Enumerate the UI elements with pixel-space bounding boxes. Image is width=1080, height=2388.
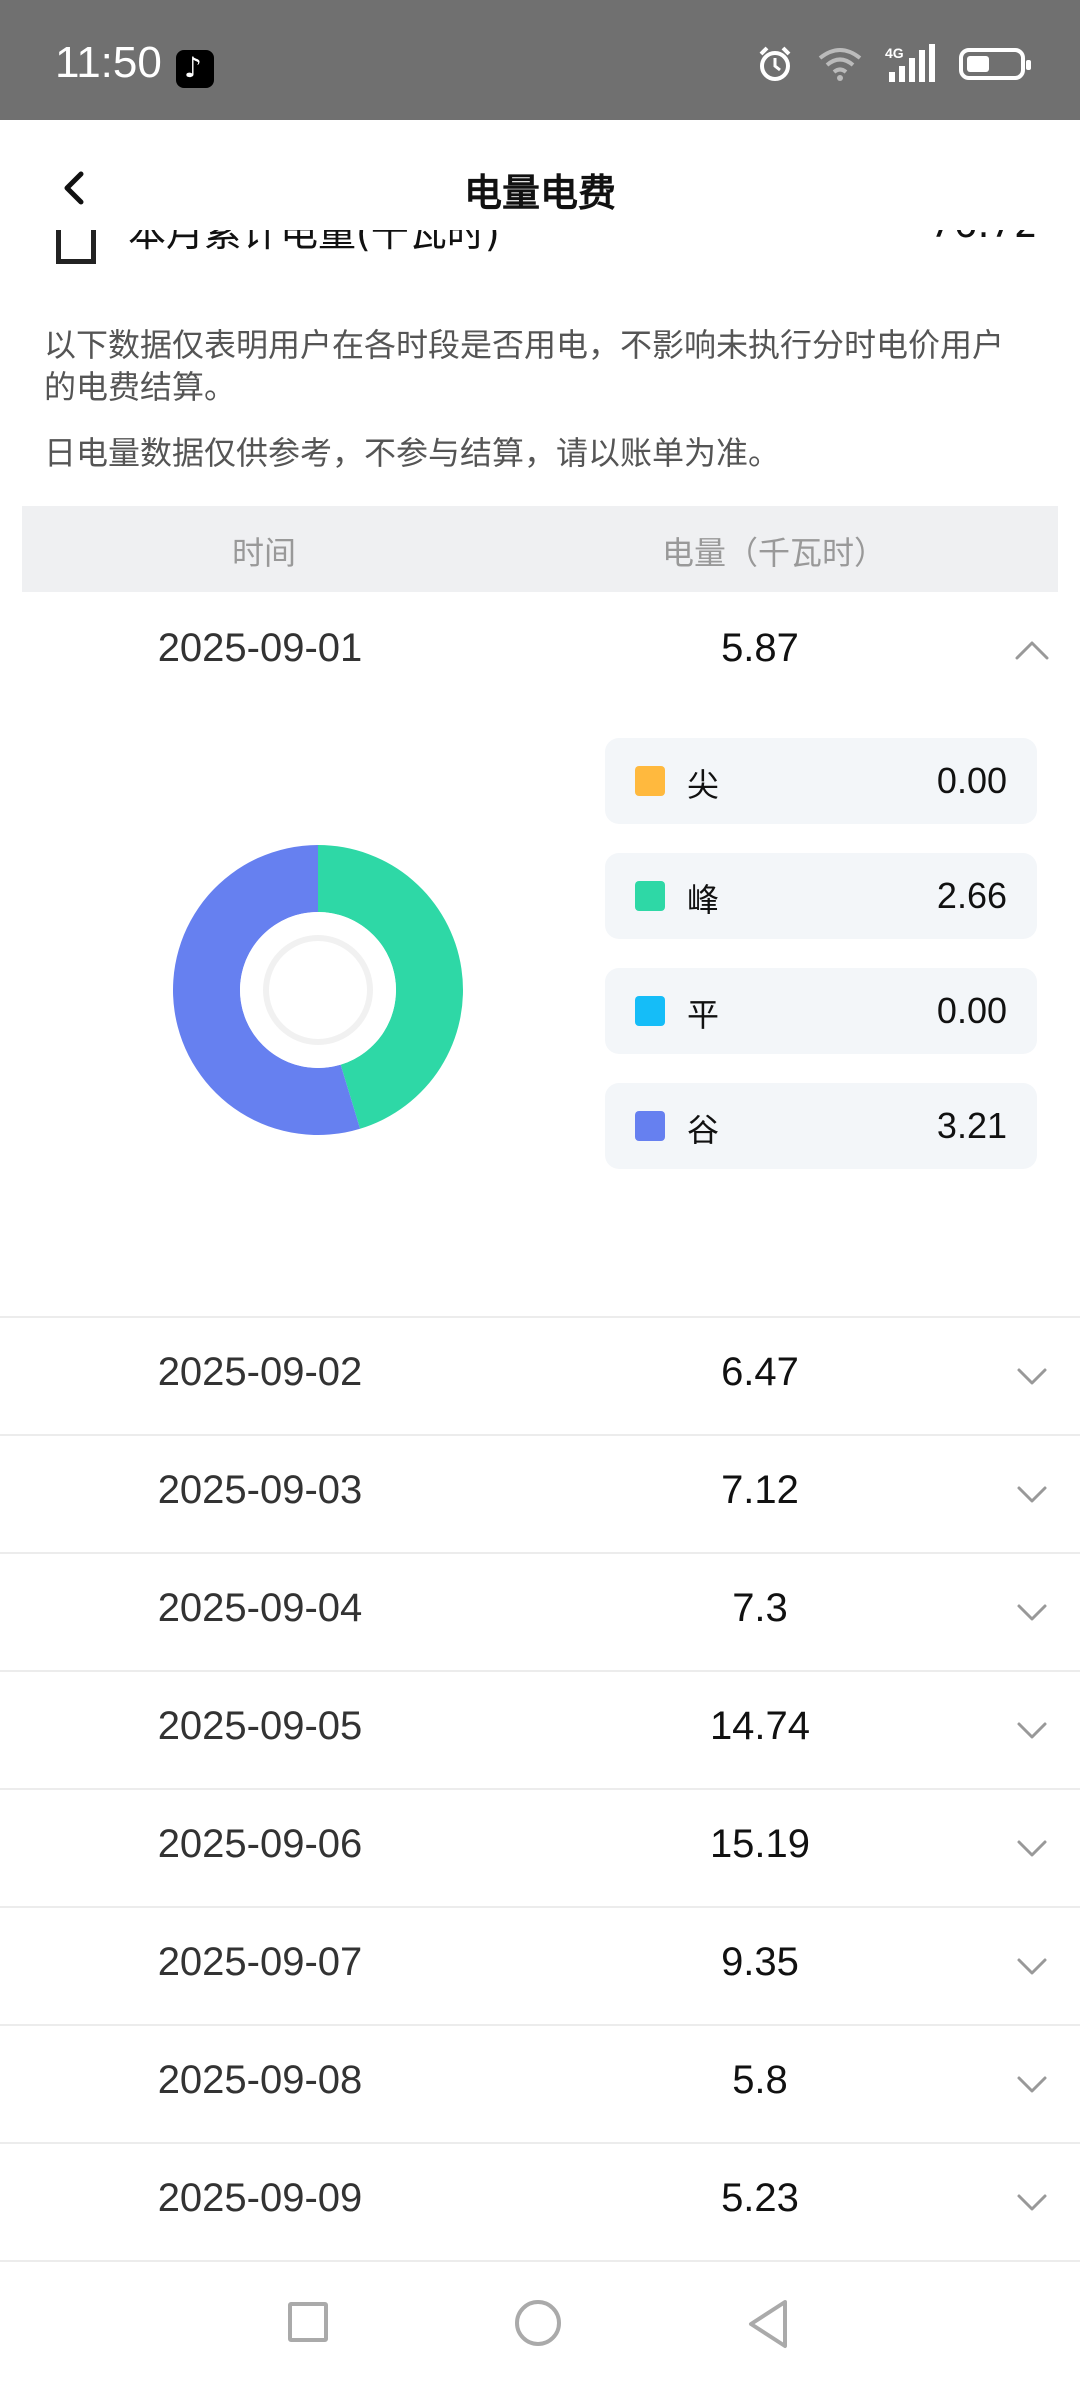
- signal-4g-icon: 4G: [885, 44, 935, 82]
- column-header-time: 时间: [231, 534, 296, 572]
- row-value: 9.35: [721, 1940, 799, 1984]
- row-date: 2025-09-02: [157, 1350, 363, 1394]
- table-row[interactable]: 2025-09-03 7.12: [0, 1434, 1080, 1554]
- legend-label: 平: [687, 996, 720, 1034]
- legend-item-gu: 谷 3.21: [605, 1083, 1037, 1169]
- legend-item-ping: 平 0.00: [605, 968, 1037, 1054]
- table-row[interactable]: 2025-09-05 14.74: [0, 1670, 1080, 1790]
- column-header-amount: 电量（千瓦时）: [661, 534, 886, 572]
- legend-label: 谷: [687, 1111, 720, 1149]
- row-date: 2025-09-06: [157, 1822, 363, 1866]
- chevron-down-icon[interactable]: [1014, 1594, 1050, 1630]
- row-value: 7.3: [732, 1586, 788, 1630]
- row-date: 2025-09-09: [157, 2176, 363, 2220]
- chevron-down-icon[interactable]: [1014, 1830, 1050, 1866]
- monthly-value: 76.72: [929, 230, 1038, 246]
- app-header: 电量电费: [0, 120, 1080, 258]
- chevron-down-icon[interactable]: [1014, 2184, 1050, 2220]
- legend-swatch: [635, 996, 665, 1026]
- monthly-label: 本月累计电量(千瓦时): [128, 230, 500, 255]
- nav-back-icon[interactable]: [745, 2298, 791, 2350]
- status-time: 11:50: [55, 38, 162, 87]
- legend-label: 峰: [687, 881, 720, 919]
- back-arrow-icon[interactable]: [55, 168, 95, 208]
- row-date: 2025-09-05: [157, 1704, 363, 1748]
- row-value: 14.74: [709, 1704, 811, 1748]
- svg-text:4G: 4G: [885, 45, 904, 61]
- legend-swatch: [635, 881, 665, 911]
- legend-swatch: [635, 1111, 665, 1141]
- legend-value: 0.00: [936, 760, 1007, 801]
- row-value: 5.8: [732, 2058, 788, 2102]
- table-row[interactable]: 2025-09-08 5.8: [0, 2024, 1080, 2144]
- row-date: 2025-09-08: [157, 2058, 363, 2102]
- home-icon[interactable]: [515, 2300, 561, 2346]
- donut-center: [263, 935, 373, 1045]
- legend-swatch: [635, 766, 665, 796]
- donut-slice-1: [318, 845, 463, 1129]
- tiktok-notification-icon: [176, 50, 214, 88]
- legend-value: 3.21: [936, 1105, 1007, 1146]
- status-icons: 4G: [755, 44, 1031, 84]
- legend-value: 2.66: [936, 875, 1007, 916]
- battery-icon: [959, 48, 1031, 80]
- row-date: 2025-09-01: [157, 626, 363, 670]
- meter-icon: [56, 230, 96, 264]
- usage-donut-chart: [173, 845, 463, 1135]
- system-nav-bar: [0, 2262, 1080, 2388]
- chevron-down-icon[interactable]: [1014, 1948, 1050, 1984]
- legend-value: 0.00: [936, 990, 1007, 1031]
- row-value: 7.12: [721, 1468, 799, 1512]
- donut-slice-3: [173, 845, 361, 1135]
- row-date: 2025-09-07: [157, 1940, 363, 1984]
- table-row[interactable]: 2025-09-04 7.3: [0, 1552, 1080, 1672]
- legend-label: 尖: [687, 766, 720, 804]
- row-value: 5.87: [721, 626, 799, 670]
- legend-item-jian: 尖 0.00: [605, 738, 1037, 824]
- row-value: 6.47: [721, 1350, 799, 1394]
- notice-text-2: 日电量数据仅供参考，不参与结算，请以账单为准。: [44, 434, 781, 472]
- chevron-down-icon[interactable]: [1014, 2066, 1050, 2102]
- table-row[interactable]: 2025-09-02 6.47: [0, 1316, 1080, 1436]
- page-title: 电量电费: [463, 171, 616, 215]
- chevron-down-icon[interactable]: [1014, 1712, 1050, 1748]
- status-bar: 11:50 4G: [0, 0, 1080, 120]
- notice-text-1: 以下数据仅表明用户在各时段是否用电，不影响未执行分时电价用户的电费结算。: [44, 326, 1005, 406]
- row-value: 5.23: [721, 2176, 799, 2220]
- legend-item-feng: 峰 2.66: [605, 853, 1037, 939]
- row-value: 15.19: [709, 1822, 811, 1866]
- chevron-up-icon[interactable]: [1014, 632, 1050, 668]
- table-row-expanded[interactable]: 2025-09-01 5.87: [0, 592, 1080, 1318]
- row-date: 2025-09-03: [157, 1468, 363, 1512]
- table-row[interactable]: 2025-09-09 5.23: [0, 2142, 1080, 2262]
- chevron-down-icon[interactable]: [1014, 1476, 1050, 1512]
- recent-apps-icon[interactable]: [288, 2302, 328, 2342]
- table-row[interactable]: 2025-09-07 9.35: [0, 1906, 1080, 2026]
- wifi-icon: [818, 48, 862, 81]
- table-row[interactable]: 2025-09-06 15.19: [0, 1788, 1080, 1908]
- alarm-icon: [759, 46, 791, 81]
- row-date: 2025-09-04: [157, 1586, 363, 1630]
- monthly-summary-row: 本月累计电量(千瓦时) 76.72: [0, 230, 1080, 270]
- chevron-down-icon[interactable]: [1014, 1358, 1050, 1394]
- table-header: 时间 电量（千瓦时）: [22, 506, 1058, 592]
